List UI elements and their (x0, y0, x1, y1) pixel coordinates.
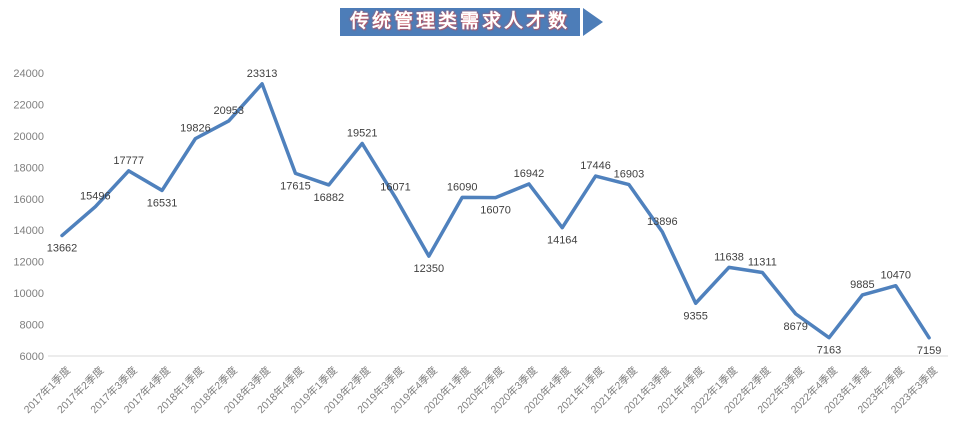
data-point-label: 12350 (414, 263, 445, 275)
y-axis-label: 20000 (13, 131, 44, 143)
title-banner-ribbon: 传统管理类需求人才数 (340, 8, 580, 36)
data-point-label: 13662 (47, 243, 78, 255)
data-point-label: 10470 (880, 270, 911, 282)
data-point-label: 16531 (147, 197, 178, 209)
data-point-label: 11311 (748, 256, 777, 268)
y-axis-label: 12000 (13, 257, 44, 269)
data-point-label: 13896 (647, 216, 678, 228)
data-point-label: 11638 (714, 251, 744, 263)
y-axis-label: 24000 (13, 68, 44, 80)
y-axis-label: 8000 (20, 320, 44, 332)
y-axis: 6000 8000 10000 12000 14000 16000 18000 20000 22… (13, 68, 44, 363)
banner-arrow-icon (583, 8, 603, 36)
data-point-label: 15496 (80, 191, 111, 203)
data-point-label: 16942 (514, 168, 545, 180)
data-point-label: 7163 (817, 345, 841, 357)
data-point-label: 16882 (314, 192, 345, 204)
data-point-label: 16071 (380, 182, 411, 194)
data-point-label: 23313 (247, 68, 278, 80)
chart-title-banner: 传统管理类需求人才数 (340, 8, 603, 36)
data-point-label: 16903 (614, 169, 645, 181)
data-point-label: 9355 (683, 310, 707, 322)
data-point-label: 16090 (447, 181, 478, 193)
y-axis-label: 10000 (13, 288, 44, 300)
y-axis-label: 14000 (13, 225, 44, 237)
y-axis-label: 6000 (20, 351, 44, 363)
data-point-label: 17615 (280, 180, 311, 192)
data-point-label: 16070 (480, 205, 511, 217)
y-axis-label: 22000 (13, 99, 44, 111)
data-point-label: 7159 (917, 345, 941, 357)
y-axis-label: 16000 (13, 194, 44, 206)
y-axis-label: 18000 (13, 162, 44, 174)
data-point-label: 8679 (783, 321, 807, 333)
line-series (60, 82, 931, 340)
data-point-label: 17777 (113, 155, 144, 167)
data-point-label: 19826 (180, 123, 211, 135)
data-point-label: 19521 (347, 127, 378, 139)
data-point-label: 9885 (850, 279, 874, 291)
x-axis: 2017年1季度2017年2季度2017年3季度2017年4季度2018年1季度… (21, 364, 941, 416)
data-point-label: 20953 (213, 105, 244, 117)
chart-title: 传统管理类需求人才数 (349, 11, 570, 32)
data-point-label: 17446 (580, 160, 611, 172)
data-point-label: 14164 (547, 235, 578, 247)
